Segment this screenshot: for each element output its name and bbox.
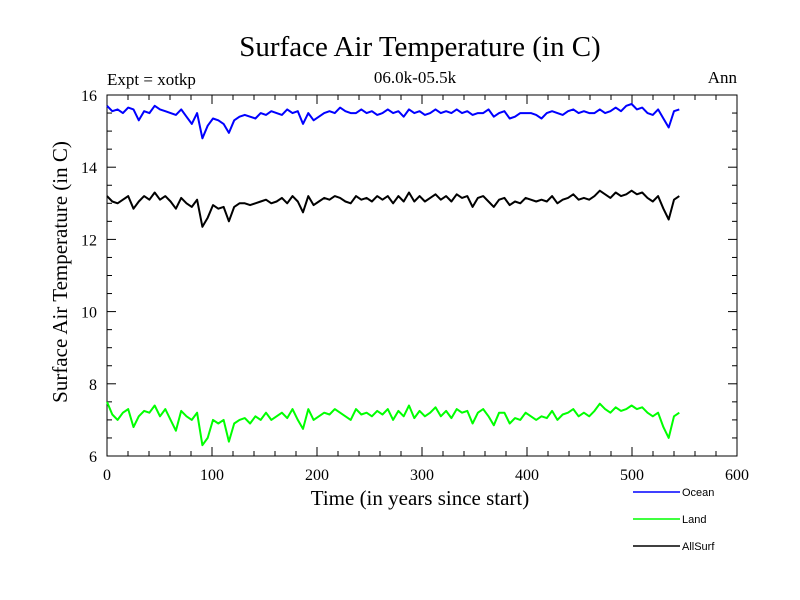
plot-frame	[106, 94, 738, 457]
y-tick-label: 12	[81, 232, 97, 249]
x-axis-label: Time (in years since start)	[311, 486, 530, 510]
y-tick-label: 10	[81, 305, 97, 322]
x-tick-labels: 0 100 200 300 400 500 600	[103, 467, 749, 484]
x-tick-label: 400	[515, 467, 539, 484]
legend-label-ocean: Ocean	[682, 487, 714, 499]
legend: Ocean Land AllSurf	[633, 487, 715, 553]
experiment-label: Expt = xotkp	[107, 70, 196, 89]
x-tick-label: 100	[200, 467, 224, 484]
series-line-allsurf	[106, 189, 680, 228]
x-tick-label: 200	[305, 467, 329, 484]
x-tick-label: 500	[620, 467, 644, 484]
chart-title: Surface Air Temperature (in C)	[239, 31, 600, 63]
legend-label-allsurf: AllSurf	[682, 541, 715, 553]
y-tick-label: 14	[81, 160, 97, 177]
y-tick-label: 6	[89, 449, 97, 466]
y-tick-labels: 6 8 10 12 14 16	[81, 88, 97, 466]
period-label: 06.0k-05.5k	[374, 68, 457, 87]
series-line-ocean	[106, 103, 680, 140]
series-line-land	[106, 401, 680, 447]
series-lines	[106, 103, 680, 447]
legend-label-land: Land	[682, 514, 706, 526]
y-tick-label: 16	[81, 88, 97, 105]
season-label: Ann	[708, 68, 738, 87]
x-tick-label: 600	[725, 467, 749, 484]
y-axis-label: Surface Air Temperature (in C)	[48, 141, 72, 403]
x-tick-label: 300	[410, 467, 434, 484]
axis-ticks	[106, 94, 738, 457]
y-tick-label: 8	[89, 377, 97, 394]
x-tick-label: 0	[103, 467, 111, 484]
